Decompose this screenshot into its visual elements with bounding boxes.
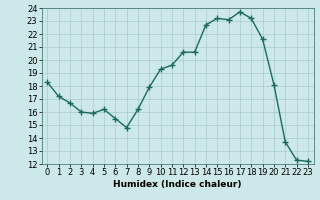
X-axis label: Humidex (Indice chaleur): Humidex (Indice chaleur) [113,180,242,189]
